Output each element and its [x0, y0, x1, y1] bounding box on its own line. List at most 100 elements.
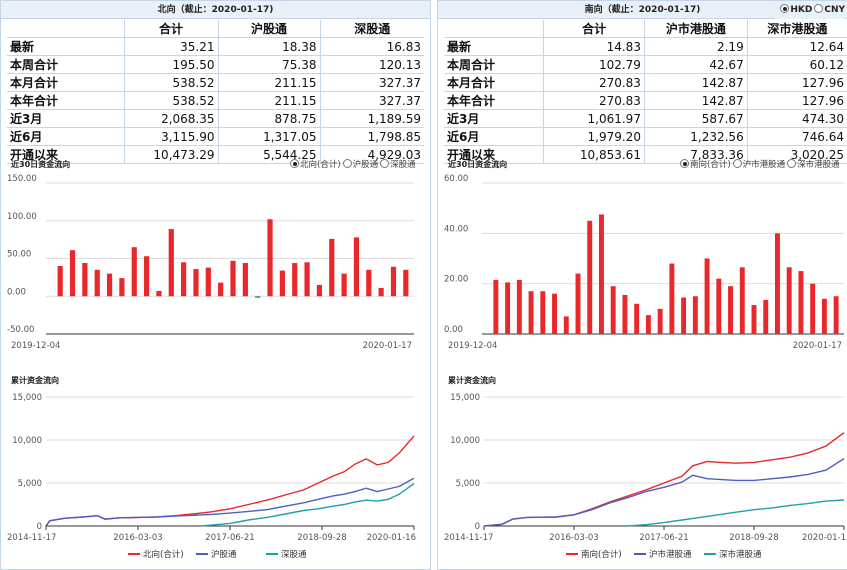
radio-icon — [680, 159, 689, 168]
table-cell: 2.19 — [644, 37, 748, 56]
y-tick-label: 0.00 — [7, 287, 26, 297]
option-north-sh[interactable]: 沪股通 — [342, 159, 378, 170]
bar — [786, 267, 792, 334]
table-cell: 3,115.90 — [124, 127, 219, 146]
row-label: 近6月 — [7, 127, 125, 146]
x-tick-label: 2016-03-03 — [549, 533, 598, 543]
table-row: 近6月 1,979.20 1,232.56 746.64 — [444, 127, 847, 146]
bar — [267, 219, 273, 297]
bar — [279, 270, 285, 297]
row-label: 本年合计 — [7, 91, 125, 110]
bar — [563, 316, 569, 334]
x-tick-label: 2019-12-04 — [11, 341, 60, 351]
bar — [587, 220, 593, 334]
bar — [704, 258, 710, 334]
table-cell: 270.83 — [543, 73, 645, 92]
table-cell: 60.12 — [747, 55, 847, 74]
bar — [218, 282, 224, 297]
bar — [205, 267, 211, 297]
row-label: 本月合计 — [444, 73, 545, 92]
row-label: 本周合计 — [444, 55, 545, 74]
row-label: 最新 — [7, 37, 125, 56]
table-cell: 538.52 — [124, 73, 219, 92]
bar — [316, 284, 323, 297]
col-header-sz: 深股通 — [320, 20, 424, 38]
table-cell: 211.15 — [218, 91, 321, 110]
option-south-total[interactable]: 南向(合计) — [680, 159, 731, 170]
bar — [692, 296, 698, 334]
y-tick-label: 0 — [475, 522, 480, 532]
north-cum-flow-title: 累计资金流向 — [11, 376, 59, 385]
bar — [610, 286, 616, 334]
table-row: 本年合计 270.83 142.87 127.96 — [444, 91, 847, 110]
y-tick-label: 15,000 — [450, 393, 480, 403]
table-cell: 35.21 — [124, 37, 219, 56]
table-row: 本月合计 270.83 142.87 127.96 — [444, 73, 847, 92]
table-cell: 18.38 — [218, 37, 321, 56]
bar — [131, 247, 137, 297]
bar — [540, 291, 546, 334]
bar — [329, 238, 335, 297]
table-row: 本周合计 195.50 75.38 120.13 — [7, 55, 424, 74]
currency-hkd[interactable]: HKD — [780, 1, 812, 19]
x-tick-label: 2016-03-03 — [113, 533, 162, 543]
bar — [751, 305, 757, 334]
bar — [669, 263, 675, 334]
option-north-sz[interactable]: 深股通 — [380, 159, 416, 170]
bar — [634, 303, 640, 334]
bar — [255, 296, 261, 298]
bar — [622, 294, 628, 334]
row-label: 近6月 — [444, 127, 545, 146]
col-header-sh: 沪股通 — [218, 20, 321, 38]
bar — [378, 287, 384, 297]
radio-icon — [787, 159, 797, 168]
y-tick-label: 10,000 — [12, 436, 42, 446]
currency-cny[interactable]: CNY — [814, 1, 845, 19]
north-daily-flow-title: 近30日资金流向 — [11, 160, 71, 169]
series-line-total — [483, 432, 845, 527]
bar — [821, 298, 827, 334]
table-row: 近3月 1,061.97 587.67 474.30 — [444, 109, 847, 128]
table-cell: 270.83 — [543, 91, 645, 110]
y-tick-label: 15,000 — [12, 393, 42, 403]
x-tick-label: 2017-06-21 — [639, 533, 688, 543]
bar — [575, 273, 581, 334]
table-cell: 327.37 — [320, 91, 424, 110]
row-label: 开通以来 — [7, 145, 125, 164]
table-cell: 1,979.20 — [543, 127, 645, 146]
x-tick-label: 2014-11-17 — [444, 533, 493, 543]
bar — [739, 267, 745, 334]
x-tick-label: 2017-06-21 — [205, 533, 254, 543]
bar — [230, 260, 236, 297]
y-tick-label: 20.00 — [444, 275, 468, 285]
table-cell: 3,020.25 — [747, 145, 847, 164]
option-north-total[interactable]: 北向(合计) — [290, 159, 341, 170]
series-line-sz — [627, 499, 845, 527]
y-tick-label: -50.00 — [7, 325, 34, 335]
table-cell: 538.52 — [124, 91, 219, 110]
table-cell: 10,853.61 — [543, 145, 645, 164]
bar — [390, 266, 397, 297]
legend-label: 深市港股通 — [719, 549, 762, 560]
radio-icon — [342, 159, 352, 168]
table-cell: 142.87 — [644, 91, 748, 110]
bar — [763, 300, 769, 334]
y-tick-label: 100.00 — [7, 212, 37, 222]
x-tick-label: 2020-01-17 — [363, 341, 412, 351]
series-line-sh — [45, 477, 415, 527]
table-cell: 16.83 — [320, 37, 424, 56]
north-cumulative-line-chart: 0 5,000 10,000 15,000 2014-11-17 2016-03-03 20… — [7, 393, 416, 560]
south-daily-flow-options: 南向(合计) 沪市港股通 深市港股通 — [678, 158, 840, 170]
x-tick-label: 2019-12-04 — [448, 341, 497, 351]
table-cell: 142.87 — [644, 73, 748, 92]
bar — [304, 262, 310, 297]
option-south-sh[interactable]: 沪市港股通 — [732, 159, 785, 170]
bar — [242, 263, 248, 297]
x-tick-label: 2020-01-17 — [793, 341, 842, 351]
bar — [366, 269, 372, 297]
table-row: 开通以来 10,853.61 7,833.36 3,020.25 — [444, 145, 847, 164]
y-tick-label: 150.00 — [7, 174, 37, 184]
series-line-sz — [200, 483, 415, 527]
option-south-sz[interactable]: 深市港股通 — [787, 159, 840, 170]
row-label: 开通以来 — [444, 145, 545, 164]
